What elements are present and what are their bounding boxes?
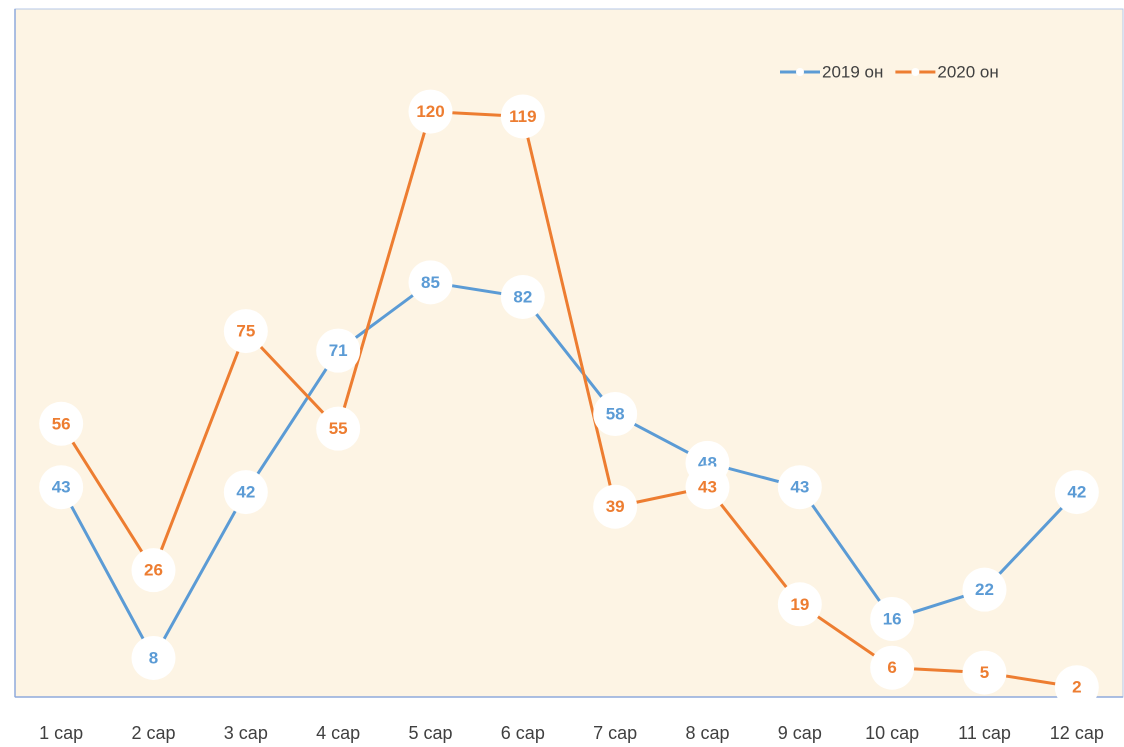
data-label-bg — [408, 89, 453, 134]
data-label: 5 — [980, 663, 989, 682]
legend-marker — [796, 68, 804, 76]
data-label: 42 — [236, 483, 255, 502]
x-tick-label: 2 сар — [131, 723, 175, 743]
x-tick-label: 5 сар — [408, 723, 452, 743]
data-label: 75 — [236, 322, 255, 341]
data-label-bg — [962, 650, 1007, 695]
x-tick-label: 11 сар — [958, 723, 1011, 743]
x-tick-label: 6 сар — [501, 723, 545, 743]
legend-marker — [911, 68, 920, 76]
data-label-bg — [39, 465, 84, 510]
data-label-bg — [777, 582, 822, 627]
x-tick-label: 3 сар — [224, 723, 268, 743]
data-label-bg — [685, 465, 730, 510]
data-label: 39 — [606, 497, 625, 516]
data-label-bg — [962, 567, 1007, 612]
legend-label: 2019 он — [822, 62, 883, 81]
x-tick-label: 12 сар — [1050, 723, 1104, 743]
data-label: 82 — [513, 287, 532, 306]
legend-label: 2020 он — [937, 62, 998, 81]
data-label: 43 — [52, 478, 71, 497]
data-label-bg — [500, 94, 545, 139]
data-label-bg — [1054, 470, 1099, 515]
data-label-bg — [870, 645, 915, 690]
data-label: 16 — [883, 609, 902, 628]
data-label: 120 — [416, 102, 444, 121]
data-label: 8 — [149, 648, 158, 667]
data-label: 85 — [421, 273, 440, 292]
data-label: 55 — [329, 419, 348, 438]
data-label-bg — [1054, 665, 1099, 710]
x-tick-label: 9 сар — [778, 723, 822, 743]
x-tick-label: 7 сар — [593, 723, 637, 743]
data-label-bg — [39, 401, 84, 446]
data-label-bg — [500, 274, 545, 319]
x-tick-label: 10 сар — [865, 723, 919, 743]
data-label-bg — [408, 260, 453, 305]
data-label: 42 — [1067, 483, 1086, 502]
data-label: 119 — [509, 107, 536, 126]
data-label-bg — [593, 484, 638, 529]
x-tick-label: 1 сар — [39, 723, 83, 743]
data-label: 71 — [329, 341, 348, 360]
x-tick-label: 8 сар — [685, 723, 729, 743]
data-label-bg — [870, 596, 915, 641]
data-label-bg — [223, 309, 268, 354]
data-label-bg — [593, 392, 638, 437]
data-label-bg — [316, 328, 361, 373]
data-label-bg — [131, 635, 176, 680]
data-label: 43 — [790, 478, 809, 497]
data-label: 22 — [975, 580, 994, 599]
data-label-bg — [223, 470, 268, 515]
data-label: 2 — [1072, 678, 1081, 697]
data-label: 6 — [887, 658, 896, 677]
data-label: 58 — [606, 405, 625, 424]
data-label-bg — [777, 465, 822, 510]
data-label: 19 — [790, 595, 809, 614]
data-label-bg — [316, 406, 361, 451]
data-label: 43 — [698, 478, 717, 497]
x-tick-label: 4 сар — [316, 723, 360, 743]
plot-area — [14, 8, 1124, 698]
data-label: 56 — [52, 414, 71, 433]
data-label-bg — [131, 548, 176, 593]
data-label: 26 — [144, 561, 163, 580]
